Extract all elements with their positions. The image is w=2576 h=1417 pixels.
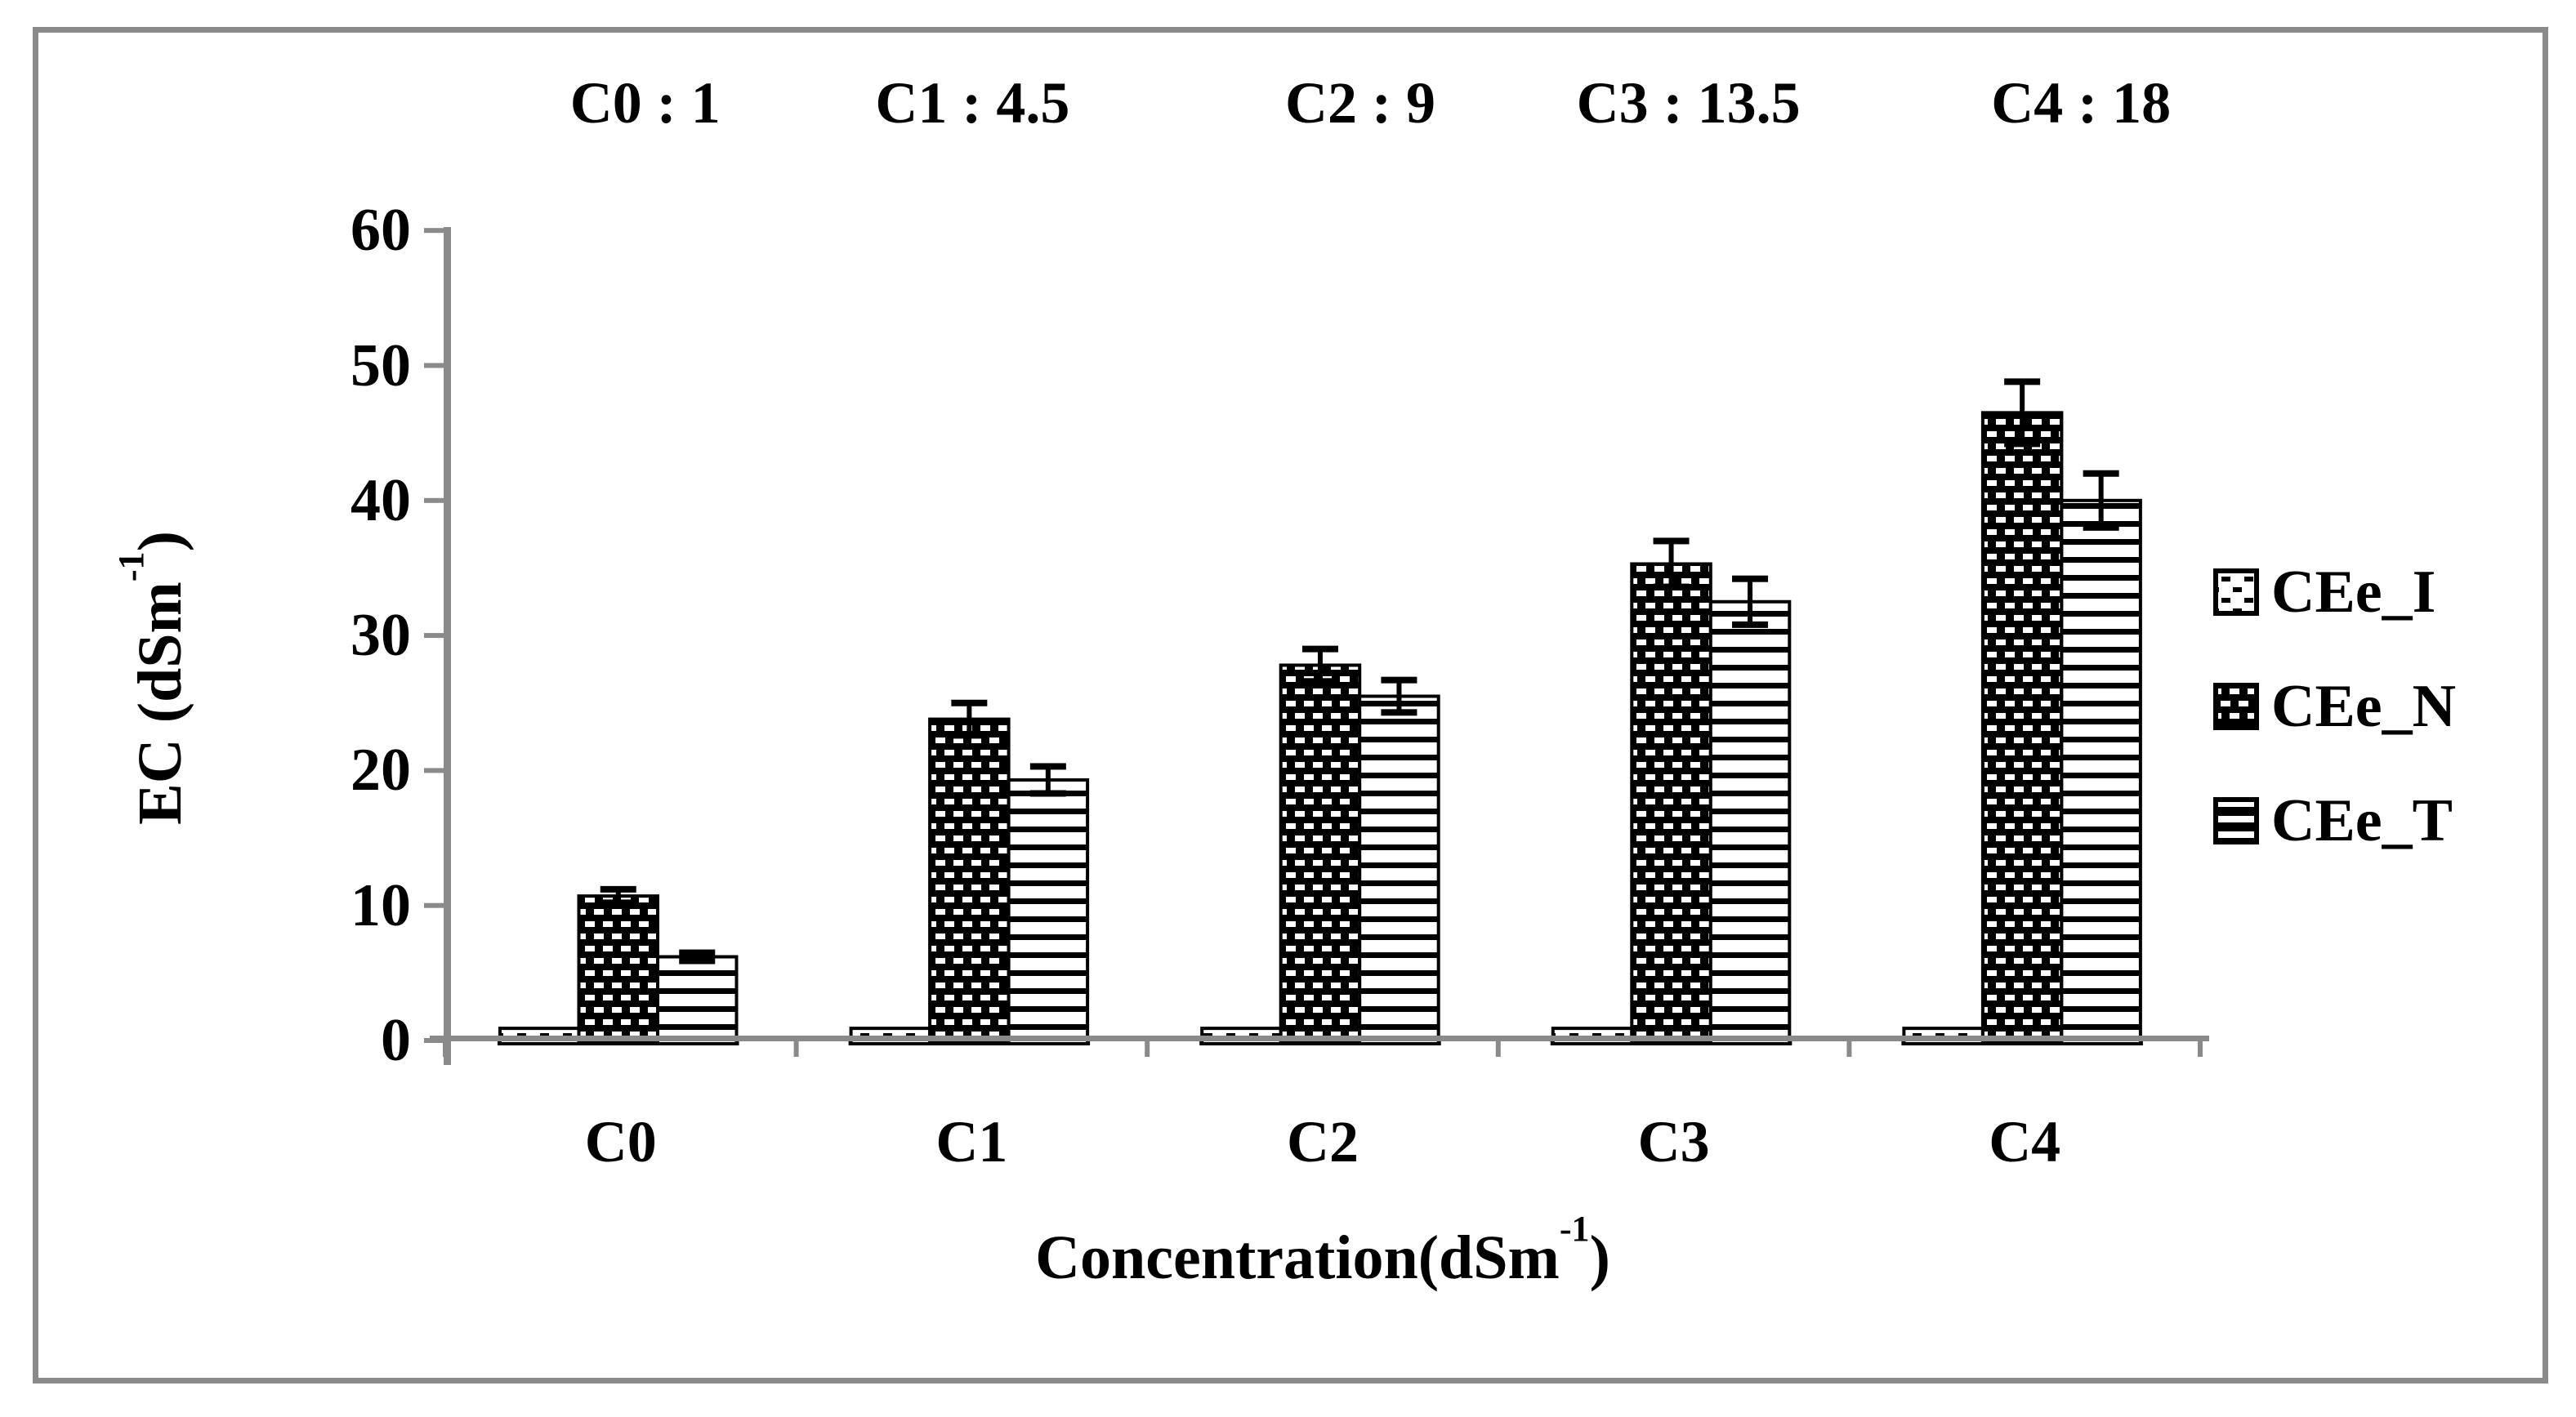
error-bar-cap-bottom	[600, 899, 636, 907]
header-annotation-C4: C4 : 18	[1991, 70, 2172, 136]
figure-frame	[33, 27, 2548, 1384]
x-category-label-C4: C4	[1989, 1109, 2061, 1174]
error-bar-cap-bottom	[1301, 678, 1338, 685]
error-bar-line	[2020, 381, 2025, 444]
error-bar-cap-top	[1029, 763, 1066, 770]
x-category-label-C2: C2	[1287, 1109, 1359, 1174]
x-axis-title-text: Concentration(dSm	[1035, 1223, 1560, 1292]
x-axis-tick	[443, 1041, 448, 1057]
error-bars-layer	[600, 378, 2119, 965]
header-annotation-C2: C2 : 9	[1285, 70, 1435, 136]
error-bar-cap-top	[1381, 676, 1417, 684]
y-axis-title: EC (dSm-1)	[111, 531, 194, 825]
header-annotation-C0: C0 : 1	[569, 70, 721, 136]
header-annotation-C1: C1 : 4.5	[875, 70, 1070, 136]
error-bar-line	[615, 889, 621, 903]
error-bar-cap-bottom	[951, 732, 988, 739]
error-bar-cap-top	[2004, 378, 2041, 385]
x-axis-title-close: )	[1589, 1223, 1610, 1292]
bar-CEe_T-C2	[1358, 694, 1440, 1045]
x-axis-tick	[1495, 1041, 1501, 1057]
bar-CEe_T-C1	[1007, 778, 1090, 1045]
x-category-label-C3: C3	[1637, 1109, 1710, 1174]
bar-CEe_N-C4	[1980, 411, 2064, 1046]
y-axis-title-text: EC (dSm	[126, 582, 194, 825]
error-bar-cap-top	[2083, 470, 2119, 477]
error-bar-line	[2098, 473, 2104, 528]
x-category-label-C0: C0	[584, 1109, 657, 1174]
error-bar-cap-bottom	[2004, 440, 2041, 448]
error-bar-line	[1317, 648, 1323, 682]
error-bar-line	[694, 952, 700, 961]
y-axis-tick	[424, 633, 444, 639]
error-bar-cap-top	[951, 699, 988, 706]
x-axis-title-superscript: -1	[1559, 1208, 1590, 1249]
bar-CEe_N-C3	[1630, 562, 1712, 1045]
x-category-label-C1: C1	[935, 1109, 1008, 1174]
error-bar-cap-top	[600, 885, 636, 893]
x-axis-tick	[1846, 1041, 1852, 1057]
bar-CEe_N-C1	[928, 717, 1011, 1045]
error-bar-cap-top	[679, 949, 716, 956]
error-bar-line	[1748, 578, 1753, 625]
y-axis-title-close: )	[126, 531, 194, 552]
y-axis-tick	[424, 228, 444, 234]
bar-CEe_T-C0	[656, 955, 739, 1046]
error-bar-cap-bottom	[1381, 709, 1417, 716]
y-axis-title-superscript: -1	[110, 551, 151, 582]
error-bar-cap-top	[1732, 575, 1769, 582]
legend-label-CEe_N: CEe_N	[2271, 673, 2457, 740]
y-axis-tick	[424, 363, 444, 368]
legend-swatch-CEe_I-icon	[2213, 568, 2259, 616]
x-axis-tick	[793, 1041, 799, 1057]
header-annotation-C3: C3 : 13.5	[1576, 70, 1801, 136]
y-tick-label-40: 40	[350, 466, 411, 534]
bars-layer	[498, 411, 2143, 1046]
y-axis-tick	[424, 1038, 444, 1043]
y-tick-label-50: 50	[350, 332, 411, 399]
bar-CEe_N-C2	[1279, 663, 1362, 1045]
error-bar-cap-bottom	[1029, 790, 1066, 797]
legend-label-CEe_T: CEe_T	[2271, 787, 2453, 854]
error-bar-cap-top	[1653, 537, 1690, 545]
x-axis-tick	[2198, 1041, 2203, 1057]
legend-swatch-CEe_T-icon	[2213, 797, 2259, 844]
bar-CEe_T-C3	[1708, 599, 1792, 1045]
legend-swatch-CEe_N-icon	[2213, 683, 2259, 730]
bar-CEe_T-C4	[2060, 498, 2142, 1045]
bar-CEe_N-C0	[577, 894, 659, 1046]
legend-label-CEe_I: CEe_I	[2271, 559, 2436, 626]
error-bar-line	[967, 702, 972, 736]
error-bar-line	[1045, 766, 1051, 794]
axes-layer	[424, 227, 2209, 1065]
error-bar-cap-bottom	[2083, 524, 2119, 531]
y-axis-tick	[424, 768, 444, 773]
x-axis-tick	[1145, 1041, 1150, 1057]
y-axis-tick	[424, 497, 444, 503]
x-axis-line	[430, 1036, 2209, 1041]
error-bar-line	[1396, 680, 1402, 713]
x-axis-title: Concentration(dSm-1)	[1035, 1210, 1610, 1289]
legend-swatches-layer	[2213, 568, 2259, 844]
y-axis-tick	[424, 902, 444, 908]
error-bar-cap-bottom	[1653, 583, 1690, 590]
error-bar-cap-bottom	[679, 957, 716, 965]
y-tick-label-20: 20	[350, 737, 411, 804]
error-bar-line	[1668, 541, 1674, 587]
y-tick-label-0: 0	[381, 1007, 411, 1074]
error-bar-cap-top	[1301, 645, 1338, 653]
y-tick-label-10: 10	[350, 871, 411, 939]
y-tick-label-30: 30	[350, 602, 411, 670]
y-tick-label-60: 60	[350, 197, 411, 265]
y-axis-line	[444, 227, 451, 1065]
error-bar-cap-bottom	[1732, 621, 1769, 628]
